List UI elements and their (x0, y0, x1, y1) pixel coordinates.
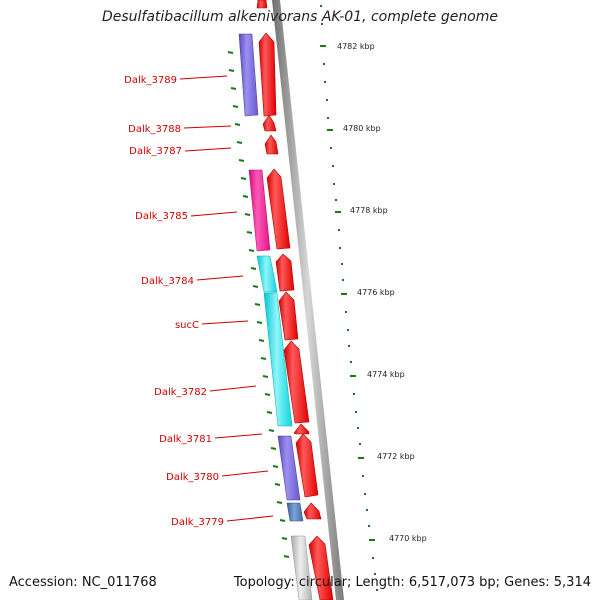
gene-label: Dalk_3787 (129, 146, 182, 157)
gene-label: Dalk_3789 (124, 75, 177, 86)
gene-block-magenta (248, 169, 271, 252)
kbp-label: 4778 kbp (350, 206, 388, 215)
genome-info-text: Topology: circular; Length: 6,517,073 bp… (233, 575, 591, 590)
genome-backbone (272, 0, 344, 600)
kbp-label: 4782 kbp (337, 42, 375, 51)
kbp-label: 4774 kbp (367, 370, 405, 379)
kbp-label: 4772 kbp (377, 452, 415, 461)
gene-block-steelblue (286, 502, 304, 522)
gene-label: Dalk_3779 (171, 517, 224, 528)
gene-label: Dalk_3788 (128, 124, 181, 135)
kbp-label: 4776 kbp (357, 288, 395, 297)
accession-text: Accession: NC_011768 (9, 575, 157, 590)
gene-label: Dalk_3780 (166, 472, 219, 483)
gene-block-purple (238, 33, 259, 117)
inner-tick-ring (227, 51, 290, 558)
map-title: Desulfatibacillum alkenivorans AK-01, co… (101, 9, 499, 25)
forward-strand-genes (256, 0, 334, 600)
outer-tick-ring (320, 5, 378, 591)
gene-arrow (308, 535, 334, 600)
gene-arrow (295, 433, 319, 498)
reverse-strand-genes (238, 33, 313, 600)
gene-block-cyan (256, 255, 278, 293)
gene-block-cyan (263, 292, 293, 427)
gene-label: sucC (175, 320, 199, 331)
gene-arrow (293, 423, 310, 435)
gene-arrow (264, 134, 279, 155)
gene-arrow (283, 340, 310, 424)
gene-block-gray (290, 535, 313, 600)
gene-arrow (275, 253, 295, 292)
label-leaders (179, 75, 274, 522)
gene-label: Dalk_3781 (159, 434, 212, 445)
gene-arrow (303, 502, 322, 520)
gene-arrow (258, 32, 277, 117)
gene-arrow (266, 168, 291, 250)
gene-arrow (262, 114, 277, 132)
kbp-label: 4780 kbp (343, 124, 381, 133)
gene-label: Dalk_3785 (135, 211, 188, 222)
gene-arrow (256, 0, 268, 9)
gene-arrow (278, 291, 299, 341)
gene-label: Dalk_3784 (141, 276, 194, 287)
kbp-label: 4770 kbp (389, 534, 427, 543)
gene-block-purple (277, 435, 301, 501)
gene-label: Dalk_3782 (154, 387, 207, 398)
